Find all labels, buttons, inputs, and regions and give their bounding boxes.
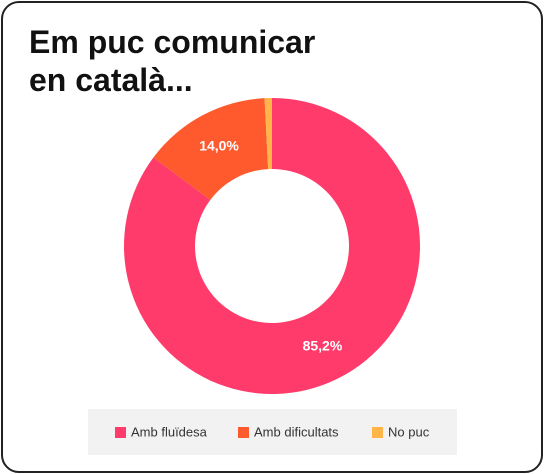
data-label: 85,2% [303,337,343,353]
chart-title: Em puc comunicar en català... [29,24,316,98]
legend-label: Amb fluïdesa [131,424,208,439]
legend-swatch [238,427,249,438]
legend-label: No puc [388,424,430,439]
legend-swatch [372,427,383,438]
legend-label: Amb dificultats [254,424,339,439]
donut-slice [264,98,272,170]
legend-swatch [115,427,126,438]
donut-slice [123,98,420,395]
legend-box [88,409,457,455]
donut-slice [153,98,269,200]
data-label: 14,0% [199,137,239,153]
